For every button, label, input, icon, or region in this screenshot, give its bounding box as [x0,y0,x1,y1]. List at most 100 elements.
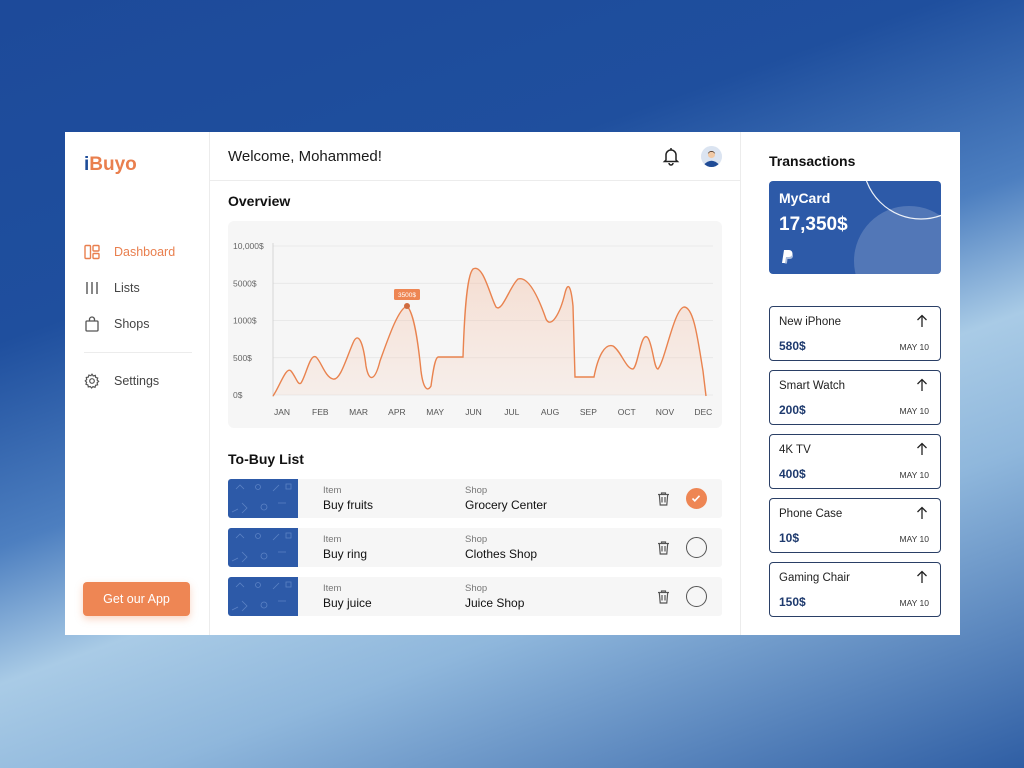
sidebar-item-label: Settings [114,374,160,388]
x-tick-label: MAR [349,407,368,417]
to-buy-row[interactable]: Item Buy juice Shop Juice Shop [228,577,722,616]
complete-checkbox[interactable] [686,586,707,607]
item-cell: Item Buy fruits [323,485,373,512]
bag-icon [84,316,100,332]
y-tick-label: 0$ [233,390,243,400]
paypal-icon [780,249,793,269]
get-app-button[interactable]: Get our App [83,582,190,616]
transactions-panel: Transactions MyCard 17,350$ New iPhone 58… [741,132,960,635]
transactions-title: Transactions [769,153,856,169]
transaction-item[interactable]: 4K TV 400$ MAY 10 [769,434,941,489]
lists-icon [84,280,100,296]
chart-highlight-point [404,303,410,309]
sidebar-item-label: Dashboard [114,245,176,259]
app-window: iBuyo Dashboard Lists Shops [65,132,960,635]
x-tick-label: JAN [274,407,290,417]
sidebar-item-settings[interactable]: Settings [84,363,194,399]
item-value: Buy ring [323,547,368,561]
shop-label: Shop [465,534,488,545]
item-value: Buy juice [323,596,372,610]
y-tick-label: 1000$ [233,316,257,326]
chart-tooltip: 3500$ [394,289,420,309]
transaction-amount: 200$ [779,403,806,417]
sidebar-item-label: Lists [114,281,140,295]
y-tick-label: 500$ [233,353,252,363]
transaction-amount: 10$ [779,531,800,545]
x-tick-label: MAY [426,407,444,417]
x-tick-label: SEP [580,407,597,417]
transaction-amount: 400$ [779,467,806,481]
transaction-name: 4K TV [779,444,811,456]
transaction-date: MAY 10 [899,534,929,544]
item-label: Item [323,534,342,545]
dashboard-icon [84,244,100,260]
chart-line [272,267,707,397]
bell-icon[interactable] [661,146,681,166]
x-tick-label: AUG [541,407,559,417]
trash-icon[interactable] [655,539,672,556]
my-card[interactable]: MyCard 17,350$ [769,181,941,274]
x-tick-label: APR [388,407,405,417]
shop-label: Shop [465,583,488,594]
arrow-up-icon [916,506,928,520]
transaction-name: Smart Watch [779,380,846,392]
shop-label: Shop [465,485,488,496]
sidebar-item-shops[interactable]: Shops [84,306,194,342]
arrow-up-icon [916,570,928,584]
shop-cell: Shop Juice Shop [465,583,524,610]
arrow-up-icon [916,442,928,456]
x-tick-label: JUL [504,407,519,417]
trash-icon[interactable] [655,490,672,507]
app-logo[interactable]: iBuyo [84,154,137,175]
x-tick-label: DEC [694,407,712,417]
transaction-date: MAY 10 [899,470,929,480]
arrow-up-icon [916,378,928,392]
transaction-item[interactable]: Gaming Chair 150$ MAY 10 [769,562,941,617]
sidebar-item-dashboard[interactable]: Dashboard [84,234,194,270]
transaction-date: MAY 10 [899,406,929,416]
top-bar: Welcome, Mohammed! [210,132,740,181]
transaction-date: MAY 10 [899,598,929,608]
arrow-up-icon [916,314,928,328]
item-cell: Item Buy ring [323,534,367,561]
transaction-item[interactable]: Phone Case 10$ MAY 10 [769,498,941,553]
chart-tooltip-label: 3500$ [398,292,416,299]
y-tick-label: 5000$ [233,278,257,288]
complete-checkbox[interactable] [686,488,707,509]
card-balance: 17,350$ [779,214,848,235]
item-value: Buy fruits [323,498,374,512]
item-cell: Item Buy juice [323,583,372,610]
item-thumbnail [228,528,298,567]
to-buy-row[interactable]: Item Buy ring Shop Clothes Shop [228,528,722,567]
transaction-date: MAY 10 [899,342,929,352]
item-thumbnail [228,577,298,616]
shop-value: Grocery Center [465,498,548,512]
transaction-name: Gaming Chair [779,572,850,584]
transaction-name: Phone Case [779,508,843,520]
welcome-text: Welcome, Mohammed! [228,147,382,165]
x-tick-label: NOV [656,407,675,417]
to-buy-row[interactable]: Item Buy fruits Shop Grocery Center [228,479,722,518]
shop-value: Juice Shop [465,596,525,610]
to-buy-title: To-Buy List [228,451,304,467]
avatar[interactable] [701,145,722,167]
x-tick-label: JUN [465,407,482,417]
complete-checkbox[interactable] [686,537,707,558]
sidebar: iBuyo Dashboard Lists Shops [65,132,210,635]
overview-chart: 0$ 500$ 1000$ 5000$ 10,000$ JAN FEB MAR APR MAY J… [228,221,722,428]
x-tick-label: FEB [312,407,329,417]
card-name: MyCard [779,190,831,206]
transaction-item[interactable]: Smart Watch 200$ MAY 10 [769,370,941,425]
sidebar-nav: Dashboard Lists Shops Settings [84,234,194,399]
item-thumbnail [228,479,298,518]
sidebar-item-label: Shops [114,317,150,331]
shop-value: Clothes Shop [465,547,538,561]
overview-chart-svg: 0$ 500$ 1000$ 5000$ 10,000$ JAN FEB MAR APR MAY J… [233,241,713,417]
trash-icon[interactable] [655,588,672,605]
x-tick-label: OCT [618,407,636,417]
transaction-name: New iPhone [779,316,842,328]
card-decoration [854,181,941,274]
transaction-item[interactable]: New iPhone 580$ MAY 10 [769,306,941,361]
sidebar-item-lists[interactable]: Lists [84,270,194,306]
main-panel: Welcome, Mohammed! Overview 0$ 500$ 1000$ 5… [210,132,741,635]
